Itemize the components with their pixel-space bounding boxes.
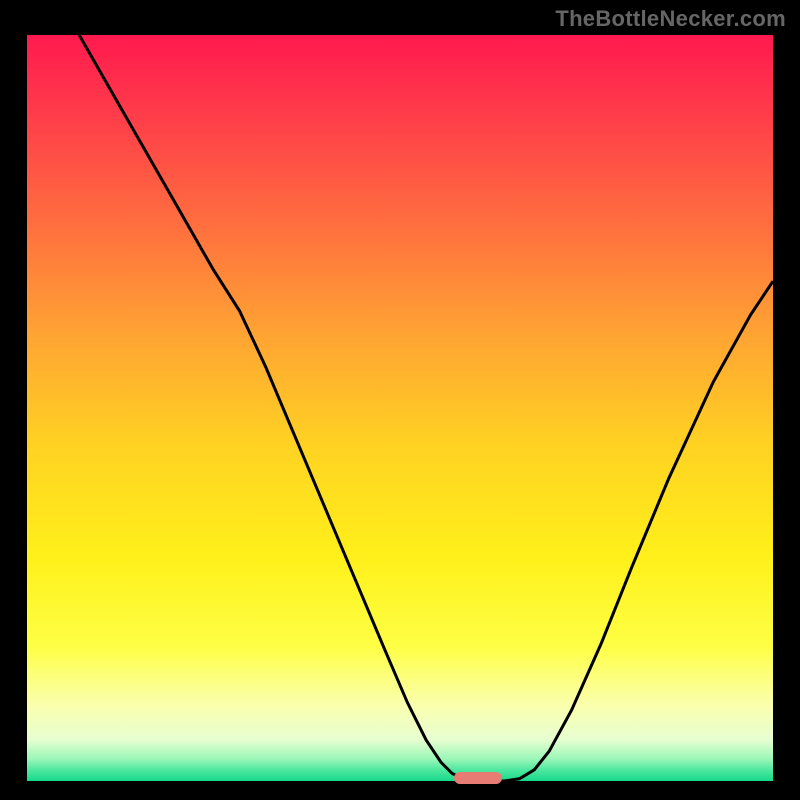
plot-svg bbox=[27, 35, 773, 781]
gradient-background bbox=[27, 35, 773, 781]
watermark-text: TheBottleNecker.com bbox=[555, 6, 786, 32]
optimal-marker bbox=[454, 772, 502, 783]
plot-area bbox=[27, 35, 773, 781]
chart-frame: TheBottleNecker.com bbox=[0, 0, 800, 800]
